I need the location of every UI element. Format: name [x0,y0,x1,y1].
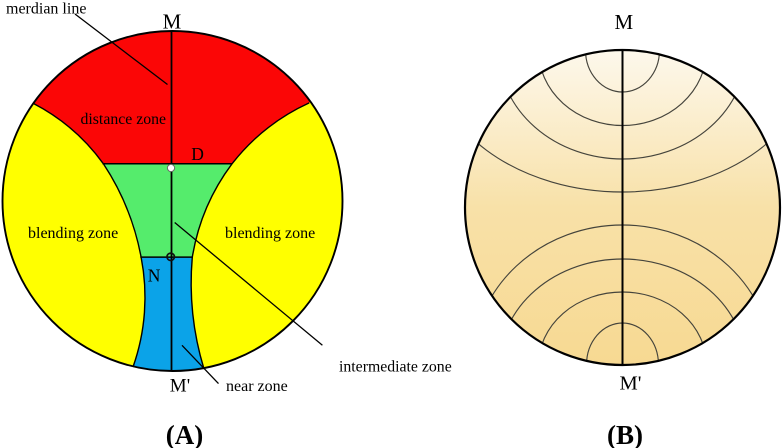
svg-text:merdian line: merdian line [6,0,86,17]
svg-text:blending zone: blending zone [28,225,118,242]
svg-text:N: N [148,265,161,285]
svg-text:near zone: near zone [226,378,288,395]
svg-text:intermediate zone: intermediate zone [339,359,452,376]
svg-text:D: D [191,144,204,164]
svg-text:(A): (A) [166,420,203,448]
svg-text:blending zone: blending zone [225,225,315,242]
svg-text:M': M' [170,375,190,396]
svg-text:M: M [163,10,182,34]
svg-text:distance zone: distance zone [81,111,167,128]
svg-text:M: M [614,10,633,34]
svg-text:(B): (B) [607,420,643,448]
svg-text:M': M' [620,373,642,395]
